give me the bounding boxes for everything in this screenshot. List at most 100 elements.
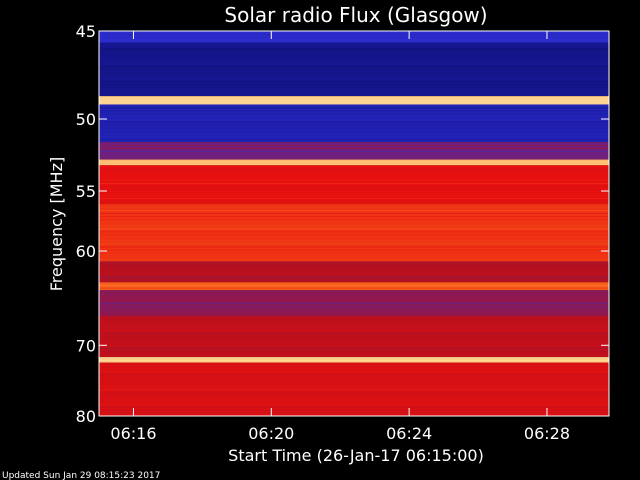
heatmap-texture-line	[99, 36, 609, 38]
heatmap-texture-line	[99, 339, 609, 341]
heatmap-texture-line	[99, 321, 609, 323]
heatmap-texture-line	[99, 374, 609, 376]
heatmap-texture-line	[99, 365, 609, 367]
heatmap-texture-line	[99, 377, 609, 379]
heatmap-texture-line	[99, 75, 609, 77]
heatmap-texture-line	[99, 351, 609, 353]
heatmap-texture-line	[99, 191, 609, 193]
heatmap-texture-line	[99, 333, 609, 335]
heatmap-texture-line	[99, 168, 609, 170]
heatmap-texture-line	[99, 107, 609, 109]
heatmap-texture-line	[99, 276, 609, 278]
heatmap-texture-line	[99, 90, 609, 92]
heatmap-texture-line	[99, 72, 609, 74]
heatmap-texture-line	[99, 279, 609, 281]
heatmap-texture-line	[99, 234, 609, 236]
heatmap-texture-line	[99, 243, 609, 245]
x-axis: 06:16 06:20 06:24 06:28	[110, 31, 570, 443]
heatmap-texture-line	[99, 139, 609, 141]
heatmap-texture-line	[99, 231, 609, 233]
heatmap-texture-line	[99, 255, 609, 257]
heatmap-texture-line	[99, 81, 609, 83]
x-tick-label: 06:24	[386, 424, 432, 443]
heatmap-texture-line	[99, 150, 609, 152]
y-tick-label: 70	[76, 336, 96, 355]
heatmap-texture-line	[99, 389, 609, 391]
heatmap-texture-line	[99, 186, 609, 188]
updated-timestamp: Updated Sun Jan 29 08:15:23 2017	[2, 471, 160, 480]
x-axis-label: Start Time (26-Jan-17 06:15:00)	[228, 446, 484, 465]
heatmap-texture-line	[99, 354, 609, 356]
heatmap-texture-line	[99, 330, 609, 332]
heatmap-texture-line	[99, 200, 609, 202]
heatmap-band	[99, 159, 609, 166]
y-tick-label: 60	[76, 242, 96, 261]
heatmap-texture-line	[99, 60, 609, 62]
heatmap-texture-line	[99, 78, 609, 80]
heatmap-texture-line	[99, 101, 609, 103]
heatmap-texture-line	[99, 312, 609, 314]
heatmap-texture-line	[99, 63, 609, 65]
y-tick-label: 50	[76, 110, 96, 129]
heatmap-texture-line	[99, 194, 609, 196]
heatmap-texture-line	[99, 39, 609, 41]
heatmap-texture-line	[99, 156, 609, 158]
heatmap-texture-line	[99, 395, 609, 397]
heatmap-texture-line	[99, 252, 609, 254]
heatmap-texture-line	[99, 57, 609, 59]
heatmap-texture-line	[99, 404, 609, 406]
heatmap-texture-line	[99, 267, 609, 269]
heatmap-texture-line	[99, 357, 609, 359]
heatmap-texture-line	[99, 315, 609, 317]
heatmap-texture-line	[99, 306, 609, 308]
heatmap-texture-line	[99, 216, 609, 218]
heatmap-texture-line	[99, 42, 609, 44]
heatmap-texture-line	[99, 296, 609, 298]
heatmap-texture-line	[99, 69, 609, 71]
heatmap-texture-line	[99, 127, 609, 129]
heatmap-texture-line	[99, 180, 609, 182]
heatmap-texture-line	[99, 96, 609, 98]
heatmap-texture-line	[99, 87, 609, 89]
heatmap-texture-line	[99, 368, 609, 370]
heatmap-texture-line	[99, 407, 609, 409]
heatmap-texture-line	[99, 270, 609, 272]
heatmap-texture-line	[99, 386, 609, 388]
heatmap-texture-line	[99, 380, 609, 382]
heatmap-texture-line	[99, 45, 609, 47]
heatmap-texture-line	[99, 273, 609, 275]
heatmap-texture-line	[99, 219, 609, 221]
heatmap-texture-line	[99, 324, 609, 326]
plot-frame	[98, 30, 610, 417]
heatmap-texture-line	[99, 124, 609, 126]
heatmap-band	[99, 96, 609, 105]
heatmap-texture-line	[99, 51, 609, 53]
heatmap-texture-line	[99, 133, 609, 135]
heatmap-texture-line	[99, 54, 609, 56]
x-tick-label: 06:28	[524, 424, 570, 443]
x-tick-label: 06:16	[110, 424, 156, 443]
heatmap-texture-line	[99, 371, 609, 373]
heatmap-texture-line	[99, 299, 609, 301]
heatmap-texture-line	[99, 336, 609, 338]
heatmap-texture-line	[99, 183, 609, 185]
heatmap-texture-line	[99, 142, 609, 144]
heatmap-texture-line	[99, 118, 609, 120]
heatmap-texture-line	[99, 177, 609, 179]
heatmap-texture-line	[99, 98, 609, 100]
heatmap-texture-line	[99, 240, 609, 242]
heatmap-texture-line	[99, 174, 609, 176]
heatmap-texture-line	[99, 189, 609, 191]
y-tick-label: 45	[76, 22, 96, 41]
heatmap-texture-line	[99, 342, 609, 344]
heatmap-texture-line	[99, 144, 609, 146]
heatmap-texture-line	[99, 203, 609, 205]
heatmap-texture-line	[99, 302, 609, 304]
heatmap-texture-line	[99, 222, 609, 224]
heatmap-texture-line	[99, 48, 609, 50]
heatmap-texture-line	[99, 398, 609, 400]
heatmap-texture-line	[99, 171, 609, 173]
heatmap-texture-line	[99, 110, 609, 112]
heatmap-texture-line	[99, 293, 609, 295]
